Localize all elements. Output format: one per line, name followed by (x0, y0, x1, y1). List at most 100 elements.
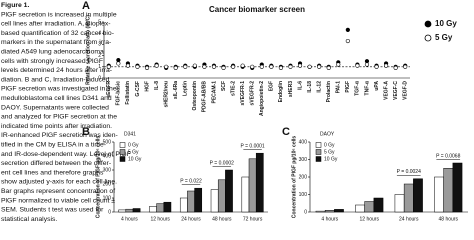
bar (156, 203, 165, 213)
bar (225, 169, 233, 213)
x-tick-label: SCF (221, 81, 227, 91)
caption-line: ent cell lines and therefore graphs (1, 169, 104, 176)
x-tick-label: sEGFR (106, 81, 112, 98)
data-point (364, 62, 370, 67)
data-point (125, 63, 131, 68)
data-point (278, 65, 284, 71)
y-tick-label: 3 (98, 42, 101, 48)
x-tick-label: Prolactin (326, 81, 332, 102)
y-tick-label: 300 (103, 167, 112, 173)
bar (434, 176, 444, 213)
x-tick-label: PlGF (345, 81, 351, 93)
y-tick-label: 300 (299, 157, 308, 163)
data-point (144, 65, 150, 71)
x-tick-label: sVEGFR-1 (240, 81, 246, 106)
caption-line: DAOY. Supernatants were collected (1, 104, 109, 111)
y-axis-label: Concentration of PlGF pg/10⁶ cells (95, 136, 101, 219)
y-tick-label: 500 (103, 139, 112, 145)
caption-line: indicated time points after irradiation. (1, 123, 112, 130)
x-tick-label: IL-12 (316, 81, 322, 93)
x-tick-label: Follistatin (125, 81, 131, 105)
data-point (240, 63, 245, 68)
caption-line: based quantification of 32 cancer bio- (1, 30, 114, 37)
caption-line: diated A549 lung adenocarcinoma (1, 48, 104, 55)
x-tick-label: PECAM-1 (211, 81, 217, 104)
caption-line: statistical analysis. (1, 216, 57, 223)
legend-label: 5 Gy (324, 149, 335, 155)
bar (179, 197, 188, 213)
caption-line: SEM. Students t test was used for (1, 207, 104, 214)
data-point (345, 27, 350, 32)
legend-swatch (315, 156, 322, 162)
data-point (202, 64, 207, 69)
panel-label: A (82, 0, 90, 12)
y-tick-label: 400 (103, 153, 112, 159)
y-tick-label: 100 (299, 192, 308, 198)
legend-marker (424, 34, 432, 42)
legend-swatch (119, 149, 126, 155)
legend-swatch (119, 156, 126, 162)
bar (394, 194, 405, 213)
y-tick-label: 0 (304, 209, 307, 215)
bar (125, 208, 134, 213)
legend-label: 0 Gy (324, 142, 335, 148)
x-tick-label: G-CSF (135, 81, 141, 97)
legend-label: 10 Gy (128, 156, 142, 162)
data-point (345, 38, 350, 44)
data-point (173, 65, 178, 71)
y-tick-label: 0 (108, 209, 111, 215)
x-tick-label: 12 hours (360, 216, 380, 222)
y-axis-label: Relative secretion ratio (IR/C) (85, 15, 91, 85)
y-tick-label: 0 (98, 75, 101, 81)
bar (194, 187, 203, 213)
x-tick-label: 72 hours (243, 216, 263, 222)
legend-label: 10 Gy (435, 19, 457, 28)
data-point (250, 64, 255, 69)
caption-line: IR-enhanced PlGF secretion was iden- (1, 132, 118, 139)
bar (118, 209, 127, 213)
x-tick-label: sHER3 (288, 81, 294, 97)
data-point (393, 65, 398, 71)
x-tick-label: VEGF-D (403, 81, 409, 100)
legend-label: 0 Gy (128, 142, 139, 148)
legend-label: 10 Gy (324, 156, 338, 162)
chart-title: D341 (124, 131, 136, 137)
x-tick-label: 48 hours (439, 216, 459, 222)
bar (403, 183, 414, 213)
data-point (288, 64, 293, 69)
x-tick-label: IL-18 (307, 81, 313, 93)
x-tick-label: PAI-1 (336, 81, 342, 94)
data-point (297, 63, 303, 68)
x-tick-label: sTIE-2 (230, 81, 236, 96)
x-tick-label: 12 hours (150, 216, 170, 222)
p-value: P = 0.0024 (397, 169, 421, 175)
x-tick-label: PDGF-AB/BB (202, 81, 208, 113)
legend-label: 5 Gy (128, 149, 139, 155)
bar (149, 206, 157, 213)
x-tick-label: Angiopoietin-2 (259, 81, 265, 116)
caption-line: medulloblastoma cell lines D341 and (1, 95, 112, 102)
bar (241, 176, 250, 213)
data-point (269, 64, 274, 69)
caption-line: Bar graphs represent concentration of (1, 188, 115, 195)
data-point (192, 63, 197, 68)
data-point (259, 64, 264, 69)
data-point (154, 63, 159, 68)
bar (452, 162, 463, 213)
data-point (403, 64, 408, 69)
x-tick-label: 48 hours (212, 216, 232, 222)
p-value: P = 0.0001 (240, 144, 264, 150)
caption-line: PlGF secretion is increased in multiple (1, 11, 117, 18)
caption-label: Figure 1. (1, 2, 29, 9)
x-tick-label: IL-8 (154, 81, 160, 90)
bar (355, 204, 365, 213)
x-tick-label: 24 hours (399, 216, 419, 222)
caption-line: cell lines after irradiation. A, Bioplex… (1, 21, 111, 28)
caption-line: diation. B and C, Irradiation-induced (1, 76, 110, 83)
x-tick-label: Leptin (183, 81, 189, 96)
bar (334, 209, 344, 213)
bar (255, 152, 264, 213)
p-value: P = 0.0002 (210, 160, 234, 166)
caption-line: tified in the CM by ELISA in a time- (1, 141, 106, 148)
